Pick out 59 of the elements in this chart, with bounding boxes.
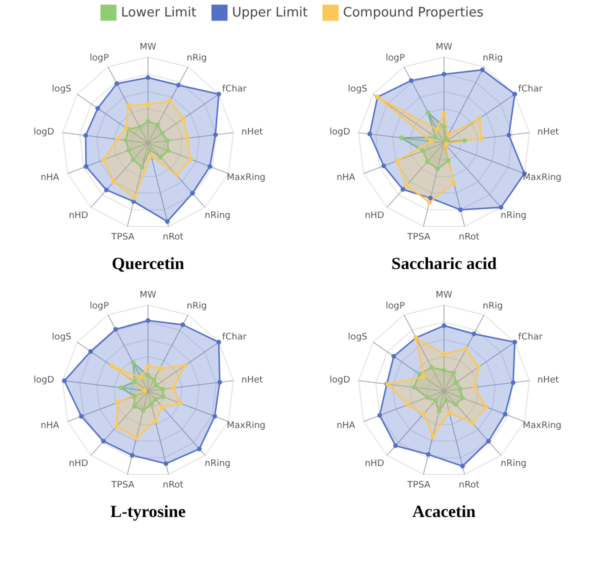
spoke-label: nHet xyxy=(241,127,264,138)
spoke-label: nHA xyxy=(40,173,60,184)
text: Saccharic acid xyxy=(391,254,498,273)
spoke-label: nHD xyxy=(364,211,384,222)
legend-label: Upper Limit xyxy=(232,6,308,21)
spoke-label: logP xyxy=(386,302,406,312)
spoke-label: fChar xyxy=(222,332,247,342)
spoke-label: nRot xyxy=(458,480,480,491)
spoke-label: MW xyxy=(436,42,452,53)
spoke-label: nHet xyxy=(537,375,560,386)
spoke-label: logP xyxy=(90,54,110,64)
spoke-label: MaxRing xyxy=(522,421,562,432)
spoke-label: nRot xyxy=(162,232,184,243)
spoke-label: TPSA xyxy=(406,480,432,491)
text: Quercetin xyxy=(112,254,185,273)
spoke-label: nRig xyxy=(482,302,503,312)
spoke-label: nRing xyxy=(204,211,231,222)
spoke-label: MaxRing xyxy=(522,173,562,184)
spoke-label: MaxRing xyxy=(226,421,266,432)
text: L-tyrosine xyxy=(110,502,186,521)
spoke-label: nHA xyxy=(40,421,60,432)
spoke-label: nRing xyxy=(500,459,527,470)
spoke-label: nRot xyxy=(162,480,184,491)
spoke-label: fChar xyxy=(222,84,247,94)
legend-label: Compound Properties xyxy=(343,6,484,21)
spoke-label: nRing xyxy=(204,459,231,470)
spoke-label: logS xyxy=(52,84,72,94)
text: Acacetin xyxy=(412,502,476,521)
spoke-label: nRot xyxy=(458,232,480,243)
spoke-label: TPSA xyxy=(406,232,432,243)
spoke-label: nRing xyxy=(500,211,527,222)
spoke-label: logP xyxy=(386,54,406,64)
spoke-label: fChar xyxy=(518,84,543,94)
spoke-label: TPSA xyxy=(110,232,136,243)
spoke-label: nHD xyxy=(68,211,88,222)
spoke-label: nHA xyxy=(336,173,356,184)
spoke-label: MW xyxy=(140,42,156,53)
spoke-label: nHD xyxy=(68,459,88,470)
spoke-label: logD xyxy=(330,375,350,386)
legend-label: Lower Limit xyxy=(121,6,196,21)
spoke-label: nHet xyxy=(537,127,560,138)
spoke-label: MaxRing xyxy=(226,173,266,184)
spoke-label: nRig xyxy=(482,54,503,64)
spoke-label: logD xyxy=(34,375,54,386)
spoke-label: logS xyxy=(52,332,72,342)
spoke-label: logD xyxy=(34,127,54,138)
spoke-label: nHA xyxy=(336,421,356,432)
spoke-label: logS xyxy=(348,332,368,342)
spoke-label: nHD xyxy=(364,459,384,470)
spoke-label: logS xyxy=(348,84,368,94)
spoke-label: MW xyxy=(140,290,156,301)
spoke-label: nRig xyxy=(186,54,207,64)
spoke-label: nHet xyxy=(241,375,264,386)
spoke-label: MW xyxy=(436,290,452,301)
spoke-label: nRig xyxy=(186,302,207,312)
spoke-label: fChar xyxy=(518,332,543,342)
spoke-label: logD xyxy=(330,127,350,138)
spoke-label: logP xyxy=(90,302,110,312)
spoke-label: TPSA xyxy=(110,480,136,491)
